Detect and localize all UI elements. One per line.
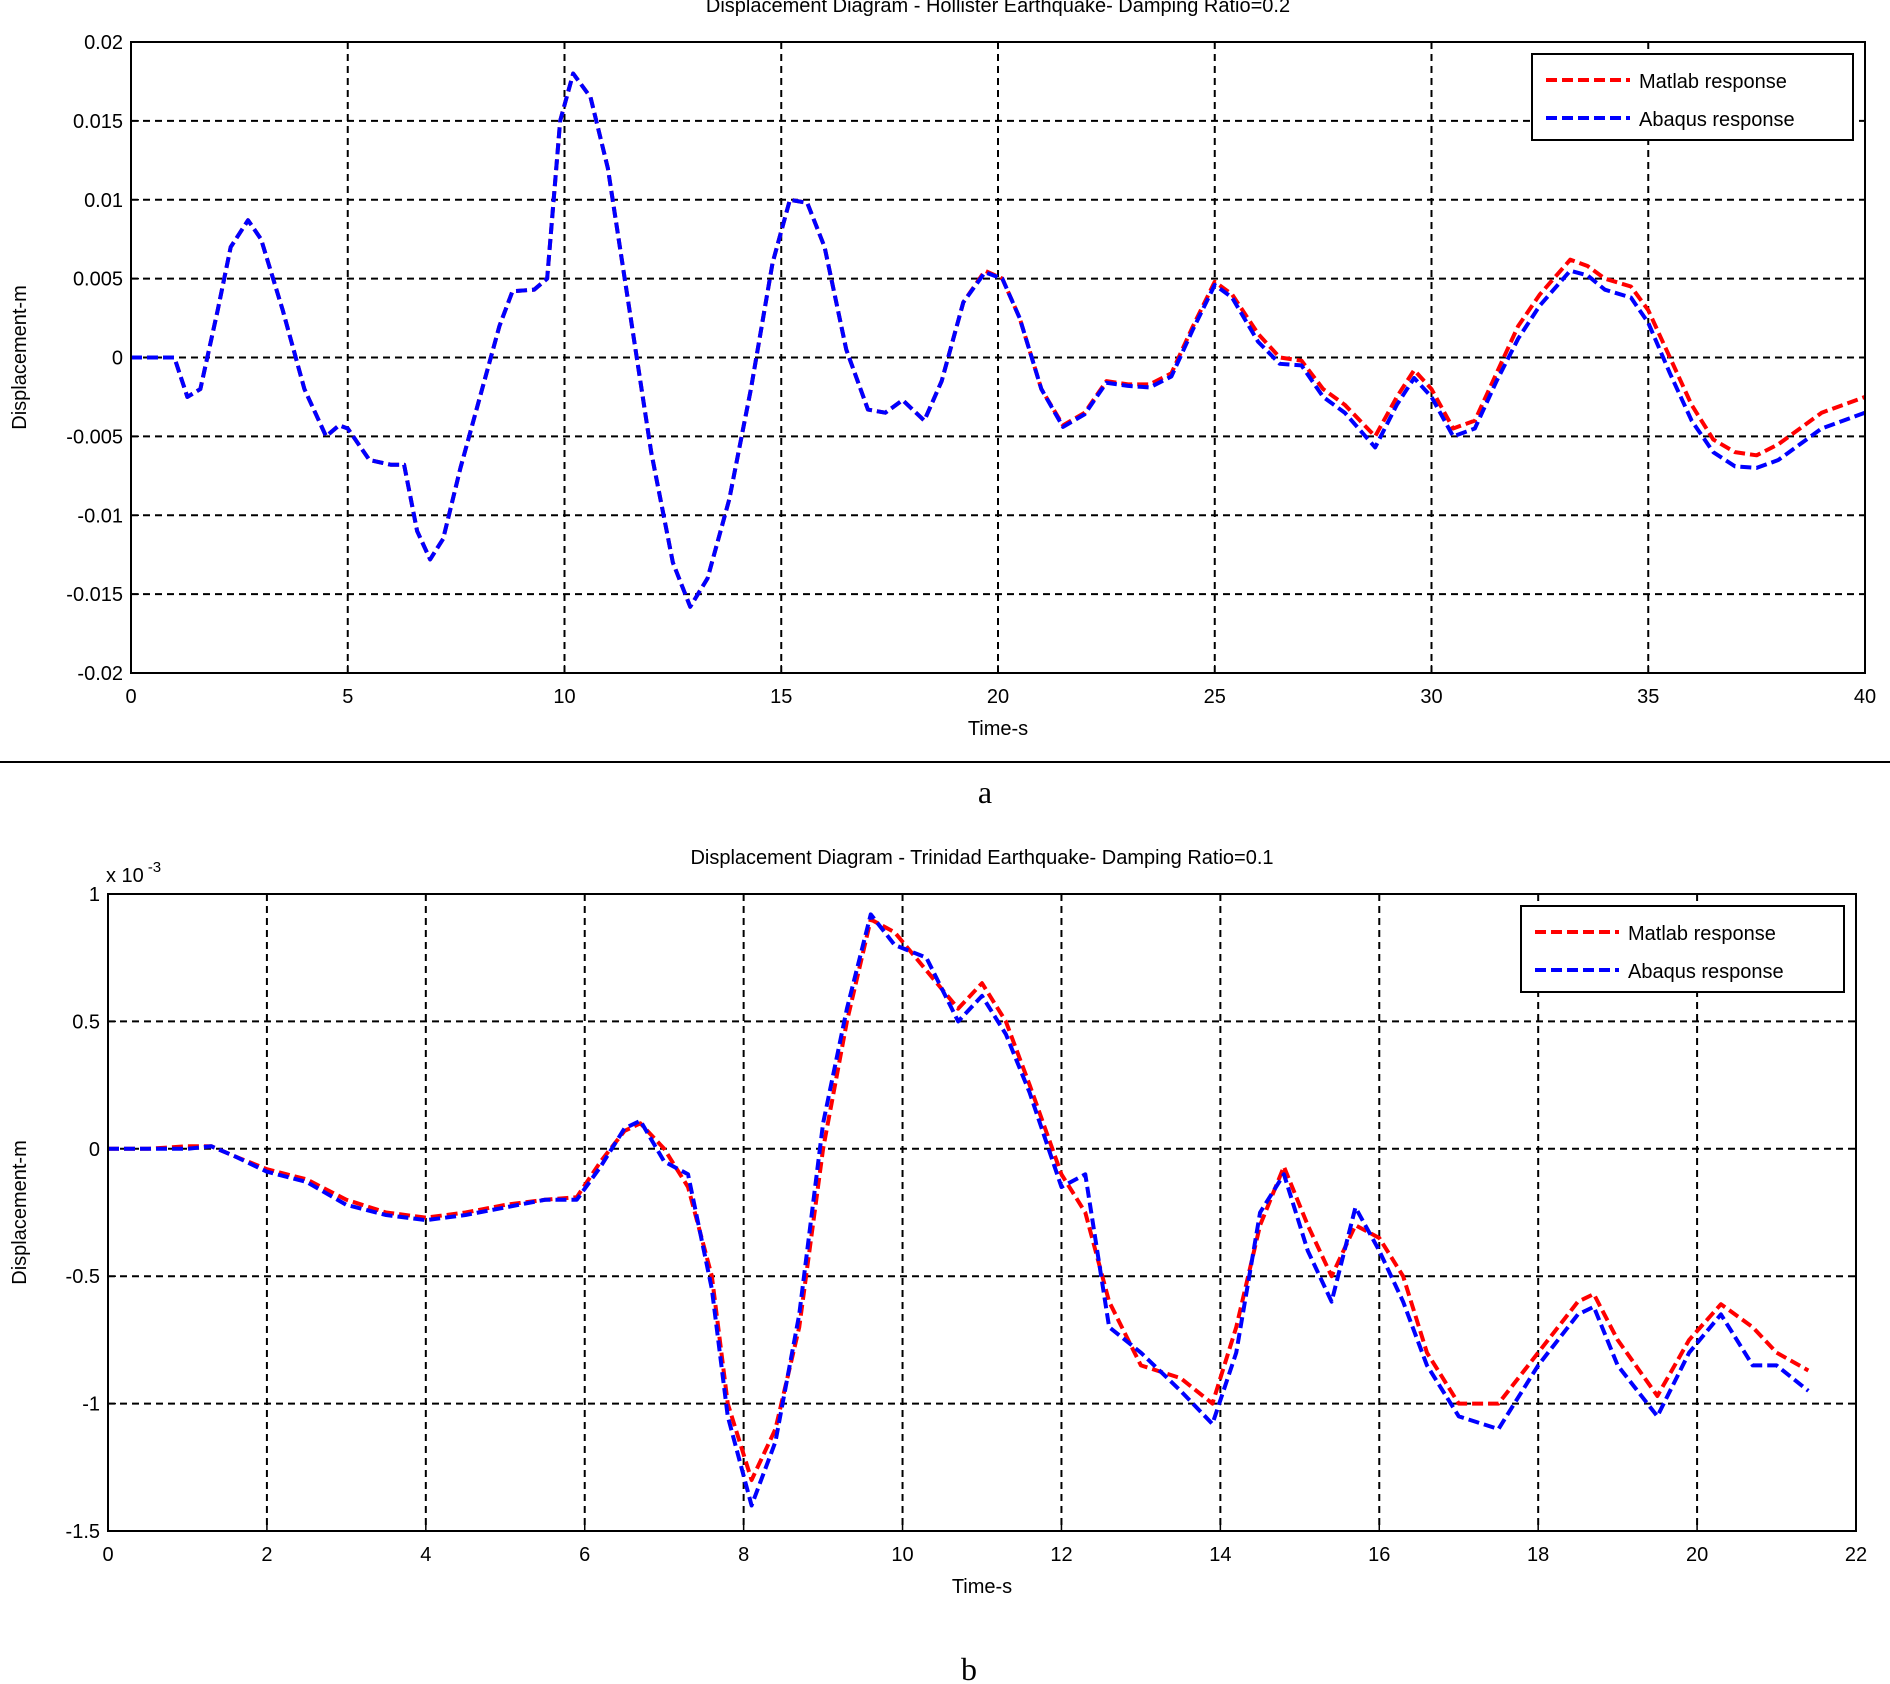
- y-tick-label: -0.005: [66, 426, 123, 448]
- y-tick-label: -1: [82, 1394, 100, 1416]
- y-tick-label: -0.015: [66, 584, 123, 606]
- y-axis-label: Displacement-m: [9, 1140, 31, 1284]
- x-axis-label: Time-s: [968, 718, 1028, 740]
- chart-title: Displacement Diagram - Hollister Earthqu…: [706, 0, 1290, 17]
- y-tick-label: -0.02: [77, 663, 123, 685]
- chart-title: Displacement Diagram - Trinidad Earthqua…: [690, 847, 1273, 869]
- x-tick-label: 14: [1209, 1544, 1231, 1566]
- y-tick-label: 1: [89, 884, 100, 906]
- x-tick-label: 6: [579, 1544, 590, 1566]
- y-tick-label: 0: [112, 348, 123, 370]
- plot-frame: [130, 41, 1866, 674]
- y-tick-label: -0.5: [66, 1266, 100, 1288]
- x-tick-label: 16: [1368, 1544, 1390, 1566]
- x-tick-label: 2: [261, 1544, 272, 1566]
- x-tick-label: 4: [420, 1544, 431, 1566]
- plot-frame: [107, 893, 1857, 1532]
- x-tick-label: 0: [102, 1544, 113, 1566]
- x-tick-label: 30: [1420, 686, 1442, 708]
- data-line: [108, 917, 1810, 1483]
- y-tick-label: 0.015: [73, 111, 123, 133]
- x-axis-label: Time-s: [952, 1576, 1012, 1598]
- y-tick-label: 0.02: [84, 32, 123, 54]
- x-tick-label: 20: [1686, 1544, 1708, 1566]
- x-tick-label: 10: [553, 686, 575, 708]
- caption: a: [978, 774, 992, 810]
- y-tick-label: 0: [89, 1139, 100, 1161]
- x-tick-label: 40: [1854, 686, 1876, 708]
- y-scale-base: x 10: [106, 865, 144, 887]
- data-line: [108, 912, 1810, 1508]
- x-tick-label: 0: [125, 686, 136, 708]
- y-axis-label: Displacement-m: [9, 285, 31, 429]
- legend-box: [1520, 905, 1845, 993]
- y-tick-label: -0.01: [77, 505, 123, 527]
- y-tick-label: 0.5: [72, 1011, 100, 1033]
- y-tick-label: -1.5: [66, 1521, 100, 1543]
- x-tick-label: 35: [1637, 686, 1659, 708]
- y-scale-exponent: -3: [148, 859, 161, 876]
- y-tick-label: 0.005: [73, 269, 123, 291]
- legend-label: Matlab response: [1628, 923, 1776, 945]
- x-tick-label: 25: [1204, 686, 1226, 708]
- y-tick-label: 0.01: [84, 190, 123, 212]
- x-tick-label: 10: [891, 1544, 913, 1566]
- x-tick-label: 15: [770, 686, 792, 708]
- data-line: [131, 71, 1866, 609]
- x-tick-label: 8: [738, 1544, 749, 1566]
- x-tick-label: 22: [1845, 1544, 1867, 1566]
- caption: b: [961, 1651, 977, 1684]
- x-tick-label: 18: [1527, 1544, 1549, 1566]
- x-tick-label: 20: [987, 686, 1009, 708]
- legend-label: Matlab response: [1639, 71, 1787, 93]
- y-scale-label: x 10 -3: [106, 859, 161, 887]
- legend-label: Abaqus response: [1628, 961, 1784, 983]
- x-tick-label: 12: [1050, 1544, 1072, 1566]
- legend-label: Abaqus response: [1639, 109, 1795, 131]
- legend-box: [1531, 53, 1854, 141]
- x-tick-label: 5: [342, 686, 353, 708]
